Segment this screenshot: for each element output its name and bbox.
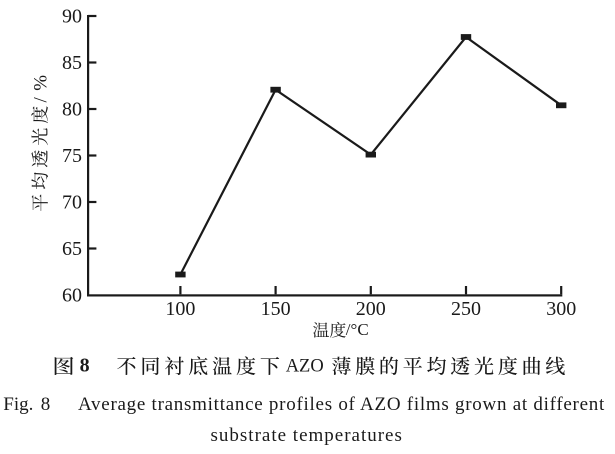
svg-text:Fig.: Fig. bbox=[3, 394, 33, 415]
svg-text:65: 65 bbox=[62, 238, 82, 260]
svg-text:Average transmittance profiles: Average transmittance profiles of AZO fi… bbox=[78, 394, 605, 415]
svg-text:75: 75 bbox=[62, 145, 82, 167]
svg-text:85: 85 bbox=[62, 52, 82, 74]
svg-text:200: 200 bbox=[356, 298, 386, 320]
svg-text:300: 300 bbox=[546, 298, 576, 320]
svg-text:8: 8 bbox=[41, 394, 51, 415]
svg-text:8: 8 bbox=[80, 355, 90, 377]
svg-text:150: 150 bbox=[261, 298, 291, 320]
svg-text:80: 80 bbox=[62, 99, 82, 121]
svg-text:AZO: AZO bbox=[286, 357, 324, 377]
svg-text:90: 90 bbox=[62, 6, 82, 28]
svg-text:/°C: /°C bbox=[346, 320, 369, 339]
svg-text:60: 60 bbox=[62, 285, 82, 307]
svg-text:substrate temperatures: substrate temperatures bbox=[211, 425, 402, 446]
svg-text:100: 100 bbox=[165, 298, 195, 320]
svg-text:/%: /% bbox=[31, 68, 52, 102]
svg-text:250: 250 bbox=[451, 298, 481, 320]
svg-text:70: 70 bbox=[62, 192, 82, 214]
